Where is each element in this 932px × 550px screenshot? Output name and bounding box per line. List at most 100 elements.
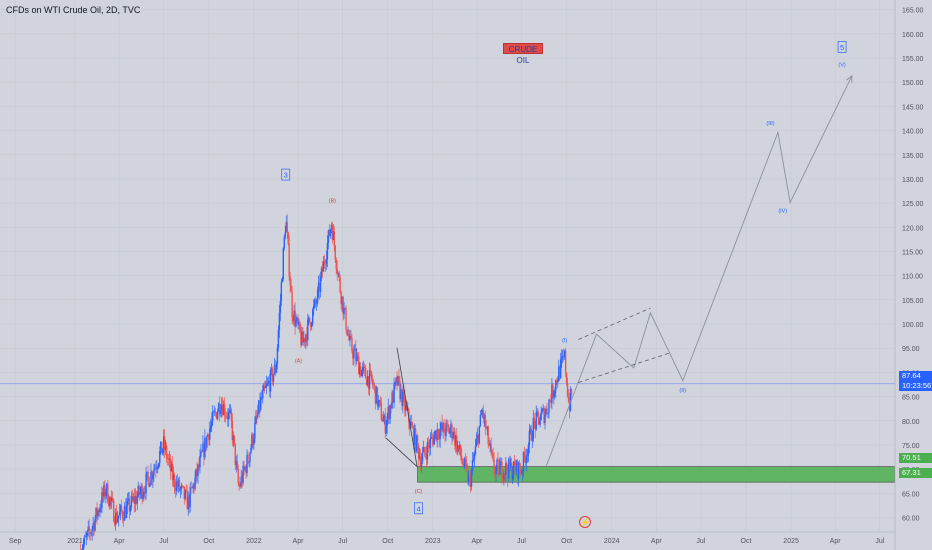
- crude-oil-banner[interactable]: CRUDE OIL: [503, 43, 543, 65]
- candle-body: [120, 505, 123, 512]
- candle-body: [312, 305, 315, 310]
- candle-body: [479, 414, 482, 426]
- candle-body: [493, 459, 495, 473]
- candle-body: [510, 463, 512, 468]
- candle-body: [519, 469, 522, 474]
- candle-body: [365, 378, 368, 386]
- candle-body: [277, 329, 280, 348]
- candle-body: [203, 443, 205, 458]
- candle-body: [303, 338, 305, 343]
- candle-body: [270, 368, 273, 370]
- candle-body: [154, 467, 156, 470]
- candle-body: [222, 404, 225, 416]
- candle-body: [511, 463, 513, 479]
- x-tick-label: Jul: [338, 538, 347, 545]
- candle-body: [135, 496, 137, 504]
- candle-body: [330, 225, 333, 230]
- wave-label-box: [414, 502, 423, 515]
- candle-body: [207, 434, 209, 437]
- candle-body: [114, 512, 117, 525]
- candle-body: [139, 491, 141, 495]
- wave-label: 3: [284, 171, 288, 180]
- x-tick-label: Apr: [114, 538, 126, 545]
- candle-body: [257, 413, 259, 417]
- candle-body: [199, 456, 201, 468]
- candle-body: [243, 465, 245, 470]
- candle-body: [524, 457, 527, 464]
- candle-body: [175, 481, 178, 491]
- candle-body: [224, 415, 227, 417]
- candle-body: [144, 491, 146, 494]
- x-axis[interactable]: Sep 2021 Apr Jul Oct 2022 Apr Jul Oct 2023 Apr Jul O…: [0, 531, 895, 545]
- candle-body: [137, 485, 139, 497]
- candle-body: [204, 437, 206, 458]
- candle-body: [232, 435, 235, 441]
- candle-body: [427, 442, 430, 446]
- candle-body: [351, 337, 353, 352]
- candle-body: [513, 461, 516, 466]
- candle-body: [413, 428, 416, 446]
- y-tick-label: 95.00: [902, 346, 920, 353]
- candle-body: [332, 231, 334, 240]
- candle-body: [325, 259, 328, 264]
- candle-body: [494, 472, 496, 474]
- candle-body: [556, 380, 558, 383]
- candle-body: [258, 400, 260, 414]
- candle-body: [379, 400, 382, 404]
- candle-body: [254, 423, 256, 439]
- candle-body: [393, 384, 395, 403]
- candle-body: [337, 273, 339, 274]
- candle-body: [260, 396, 262, 410]
- candle-body: [275, 363, 278, 373]
- candle-body: [470, 470, 473, 487]
- candle-body: [346, 329, 348, 335]
- candle-body: [110, 497, 112, 502]
- candle-body: [357, 355, 359, 357]
- candle-body: [516, 460, 519, 479]
- candle-body: [142, 494, 144, 500]
- candle-body: [145, 474, 147, 494]
- candle-body: [331, 225, 334, 240]
- candle-body: [552, 384, 554, 398]
- candle-body: [468, 475, 471, 478]
- candle-body: [123, 506, 126, 521]
- candle-body: [210, 425, 212, 429]
- candle-body: [231, 420, 234, 441]
- candle-body: [383, 415, 385, 420]
- candle-body: [327, 230, 330, 243]
- candle-body: [387, 406, 389, 417]
- candle-body: [486, 426, 488, 429]
- x-tick-label: Apr: [830, 538, 842, 545]
- projection-path: [545, 75, 853, 467]
- candle-body: [96, 507, 98, 517]
- candle-body: [474, 446, 477, 454]
- candle-body: [272, 374, 275, 382]
- candle-body: [249, 453, 251, 463]
- y-tick-label: 85.00: [902, 395, 920, 402]
- candle-body: [399, 381, 401, 400]
- candle-body: [448, 427, 450, 434]
- candle-body: [305, 334, 307, 342]
- candle-body: [514, 465, 517, 473]
- candle-body: [420, 461, 423, 468]
- y-tick-label: 75.00: [902, 443, 920, 450]
- candle-body: [271, 368, 274, 382]
- candle-body: [411, 421, 413, 426]
- x-tick-label: 2022: [246, 538, 262, 545]
- candle-body: [162, 449, 164, 454]
- candle-body: [562, 355, 565, 358]
- candle-body: [372, 384, 375, 386]
- candle-body: [532, 418, 534, 440]
- candle-body: [424, 452, 427, 455]
- candle-body: [484, 414, 486, 428]
- lightning-icon[interactable]: ⚡: [579, 516, 591, 528]
- candle-body: [326, 242, 329, 260]
- candle-body: [213, 411, 216, 413]
- candle-body: [294, 310, 296, 327]
- candle-body: [405, 405, 407, 411]
- candle-body: [234, 443, 236, 466]
- candle-body: [324, 263, 327, 265]
- candle-body: [101, 492, 103, 508]
